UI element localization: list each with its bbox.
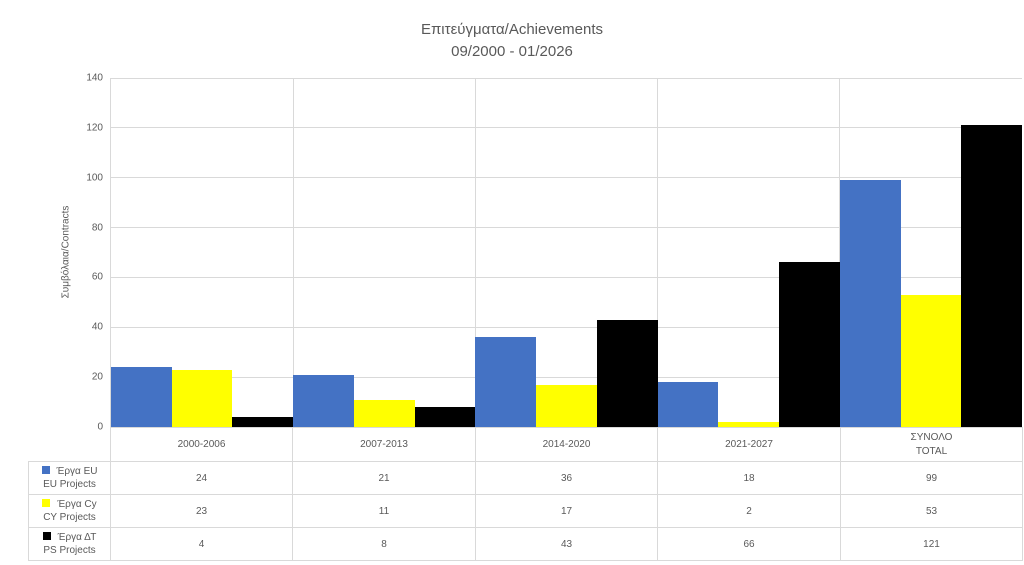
series-name-el: Έργα EU [56,466,98,477]
y-tick-label: 100 [86,172,103,184]
category-header-cell: ΣΥΝΟΛΟ TOTAL [840,427,1023,462]
horizontal-gridline [111,276,1022,278]
value-cell: 8 [292,527,476,561]
bar [779,262,840,427]
vertical-gridline [474,78,476,427]
bar [961,125,1022,427]
category-label: 2014-2020 [542,438,591,450]
vertical-gridline [657,78,659,427]
value-cell: 18 [657,461,841,495]
data-table-body: 2000-2006 2007-2013 2014-2020 2021-2027 ΣΥΝΟ… [28,427,1023,561]
data-table: 2000-2006 2007-2013 2014-2020 2021-2027 ΣΥΝΟ… [28,427,1023,561]
category-label: ΣΥΝΟΛΟ TOTAL [910,431,953,457]
y-tick-label: 80 [91,222,103,234]
horizontal-gridline [111,376,1022,378]
horizontal-gridline [111,227,1022,229]
value-cell: 43 [475,527,658,561]
category-label: 2000-2006 [177,438,226,450]
category-label: 2007-2013 [360,438,408,450]
bar [718,422,780,427]
y-tick-label: 20 [91,371,103,383]
horizontal-gridline [111,177,1022,179]
table-corner-cell [28,427,111,462]
legend-cell: Έργα EU EU Projects [28,461,111,495]
y-tick-label: 120 [86,122,103,134]
category-label: 2021-2027 [725,438,773,450]
value-cell: 21 [292,461,476,495]
category-header-cell: 2000-2006 [110,427,293,462]
bar-group [293,78,476,427]
series-name-el: Έργα ΔΤ [57,532,97,543]
value-cell: 11 [292,494,476,528]
horizontal-gridline [111,77,1022,79]
bar-group [475,78,658,427]
chart-title: Επιτεύγματα/Achievements 09/2000 - 01/20… [0,19,1024,63]
value-cell: 66 [657,527,841,561]
chart-title-line2: 09/2000 - 01/2026 [451,43,573,60]
bar-groups [111,78,1022,427]
value-cell: 4 [110,527,293,561]
value-cell: 99 [840,461,1023,495]
bar [111,367,172,427]
value-cell: 36 [475,461,658,495]
bar [596,319,658,427]
table-row: Έργα ΔΤ PS Projects 4 8 43 66 121 [28,527,1023,561]
series-name-en: PS Projects [43,545,96,556]
bar [353,399,415,427]
legend-swatch-icon [41,466,50,474]
value-cell: 24 [110,461,293,495]
legend-cell: Έργα Cy CY Projects [28,494,111,528]
chart-title-line1: Επιτεύγματα/Achievements [420,21,604,38]
vertical-gridline [839,78,841,427]
legend-swatch-icon [42,499,51,507]
horizontal-gridline [111,127,1022,129]
series-name-en: CY Projects [43,512,96,523]
bar [657,382,719,427]
category-header-cell: 2014-2020 [475,427,658,462]
y-tick-label: 140 [86,72,103,84]
bar-group [111,78,294,427]
plot-area [110,77,1022,428]
legend-cell: Έργα ΔΤ PS Projects [28,527,111,561]
table-row: Έργα EU EU Projects 24 21 36 18 99 [28,461,1023,495]
table-row: Έργα Cy CY Projects 23 11 17 2 53 [28,494,1023,528]
bar [839,180,901,427]
series-name-en: EU Projects [43,479,96,490]
value-cell: 23 [110,494,293,528]
value-cell: 2 [657,494,841,528]
category-header-cell: 2021-2027 [657,427,841,462]
bar [171,369,233,427]
legend-swatch-icon [42,532,51,540]
y-tick-label: 40 [91,321,103,333]
bar [900,294,962,427]
bar [475,337,537,427]
table-header-row: 2000-2006 2007-2013 2014-2020 2021-2027 ΣΥΝΟ… [28,427,1023,462]
series-name-el: Έργα Cy [57,499,97,510]
bar-group [839,78,1022,427]
bar [536,384,597,427]
bar [293,374,354,427]
value-cell: 17 [475,494,658,528]
bar [232,417,294,427]
value-cell: 121 [840,527,1023,561]
horizontal-gridline [111,326,1022,328]
bar-group [657,78,840,427]
category-header-cell: 2007-2013 [292,427,476,462]
y-tick-label: 60 [91,271,103,283]
vertical-gridline [292,78,294,427]
value-cell: 53 [840,494,1023,528]
bar [414,407,476,427]
y-tick-label: 0 [97,421,103,433]
y-axis-ticks: 140 120 100 80 60 40 20 0 [0,73,103,433]
